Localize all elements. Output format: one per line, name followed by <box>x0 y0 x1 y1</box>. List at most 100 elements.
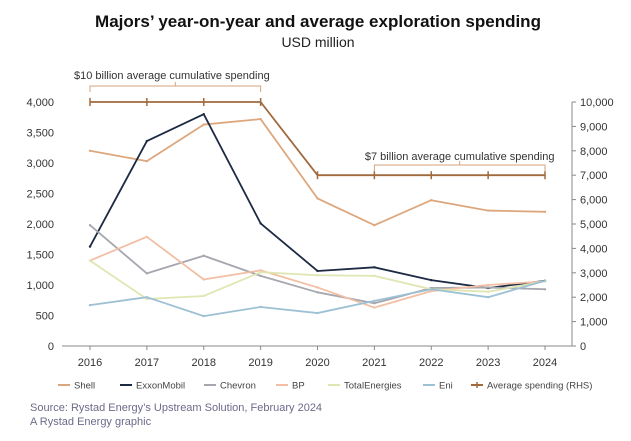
y-left-tick-label: 1,000 <box>26 280 54 292</box>
data-point <box>543 279 547 282</box>
data-point <box>259 270 262 274</box>
data-point <box>202 254 205 257</box>
annotations: $10 billion average cumulative spending $… <box>74 70 554 171</box>
series-average-spending-rhs <box>89 98 546 180</box>
legend-item: Shell <box>58 381 95 392</box>
legend-item: BP <box>276 381 305 392</box>
data-point <box>373 302 376 305</box>
data-point <box>88 224 92 227</box>
data-point <box>145 296 149 299</box>
x-tick-label: 2024 <box>533 357 557 369</box>
annotation-bracket: $7 billion average cumulative spending <box>365 151 554 171</box>
x-tick-label: 2018 <box>192 357 216 369</box>
data-point <box>373 224 376 227</box>
y-right-tick-label: 6,000 <box>580 195 608 207</box>
y-left-tick-label: 3,500 <box>26 128 54 140</box>
x-tick-label: 2020 <box>305 357 329 369</box>
y-left-tick-label: 2,500 <box>26 189 54 201</box>
x-tick-label: 2022 <box>419 357 443 369</box>
data-point <box>202 294 205 298</box>
y-left-tick-label: 0 <box>48 341 54 353</box>
data-point <box>259 117 262 121</box>
data-point <box>202 314 205 318</box>
data-point <box>373 266 376 269</box>
legend-label: Eni <box>439 381 453 392</box>
data-point <box>543 210 547 213</box>
x-tick-label: 2023 <box>476 357 500 369</box>
y-right-tick-label: 9,000 <box>580 121 608 133</box>
data-point <box>145 297 149 301</box>
y-left-tick-label: 1,500 <box>26 250 54 262</box>
y-right-tick-label: 3,000 <box>580 268 608 280</box>
series-totalenergies <box>88 259 547 301</box>
data-point <box>88 259 92 262</box>
legend-label: Shell <box>74 381 95 392</box>
legend-label: ExxonMobil <box>136 381 185 392</box>
data-point <box>373 274 376 278</box>
series-line <box>89 235 546 309</box>
data-point <box>316 311 319 315</box>
data-point <box>145 159 149 163</box>
data-point <box>259 274 262 278</box>
legend-label: BP <box>292 381 305 392</box>
bracket-line <box>89 85 262 92</box>
y-right-tick-label: 0 <box>580 341 586 353</box>
y-left-tick-label: 2,000 <box>26 219 54 231</box>
series-exxonmobil <box>88 113 547 290</box>
data-point <box>373 306 376 309</box>
data-point <box>316 286 319 289</box>
data-point <box>486 209 490 212</box>
data-point <box>316 197 319 200</box>
chart-title: Majors’ year-on-year and average explora… <box>95 12 541 31</box>
legend-label: TotalEnergies <box>344 381 402 392</box>
legend-item: Chevron <box>204 381 256 392</box>
source-note: Source: Rystad Energy’s Upstream Solutio… <box>30 402 322 414</box>
legend-item: TotalEnergies <box>328 381 402 392</box>
data-point <box>486 290 490 293</box>
legend-label: Average spending (RHS) <box>487 381 592 392</box>
legend-item: Average spending (RHS) <box>471 381 592 392</box>
data-point <box>486 283 490 287</box>
bracket-line <box>373 164 546 171</box>
data-point <box>486 296 490 299</box>
y-right-tick-label: 5,000 <box>580 219 608 231</box>
data-point <box>430 199 433 202</box>
y-left-tick-label: 500 <box>36 311 54 323</box>
chart-subtitle: USD million <box>281 34 354 50</box>
legend-item: Eni <box>423 381 453 392</box>
x-tick-label: 2016 <box>78 357 102 369</box>
data-point <box>88 245 92 248</box>
data-point <box>486 286 490 289</box>
annotation-label: $10 billion average cumulative spending <box>74 70 270 82</box>
y-left-tick-label: 3,000 <box>26 158 54 170</box>
data-point <box>430 289 433 293</box>
y-right-tick-label: 4,000 <box>580 243 608 255</box>
data-point <box>88 303 92 307</box>
y-right-tick-label: 10,000 <box>580 97 614 109</box>
data-point <box>145 272 149 275</box>
series-line <box>90 101 545 177</box>
data-point <box>430 288 433 291</box>
x-tick-label: 2019 <box>248 357 272 369</box>
data-point <box>430 278 433 282</box>
series-chevron <box>88 224 547 305</box>
data-point <box>543 288 547 291</box>
data-point <box>316 269 319 273</box>
series-line <box>89 113 546 289</box>
series-shell <box>88 117 547 227</box>
y-right-tick-label: 7,000 <box>580 170 608 182</box>
data-point <box>202 113 205 116</box>
data-point <box>202 123 205 126</box>
y-right-tick-label: 8,000 <box>580 146 608 158</box>
x-tick-label: 2021 <box>362 357 386 369</box>
data-point <box>259 305 262 309</box>
legend-item: ExxonMobil <box>120 381 185 392</box>
y-right-tick-label: 2,000 <box>580 292 608 304</box>
series-eni <box>88 279 547 318</box>
y-right-tick-label: 1,000 <box>580 317 608 329</box>
series-lines <box>88 98 547 318</box>
data-point <box>88 149 92 152</box>
x-tick-label: 2017 <box>135 357 159 369</box>
axes: 0 500 1,000 1,500 2,000 2,500 3,000 3,500 4,000 0… <box>26 97 613 369</box>
